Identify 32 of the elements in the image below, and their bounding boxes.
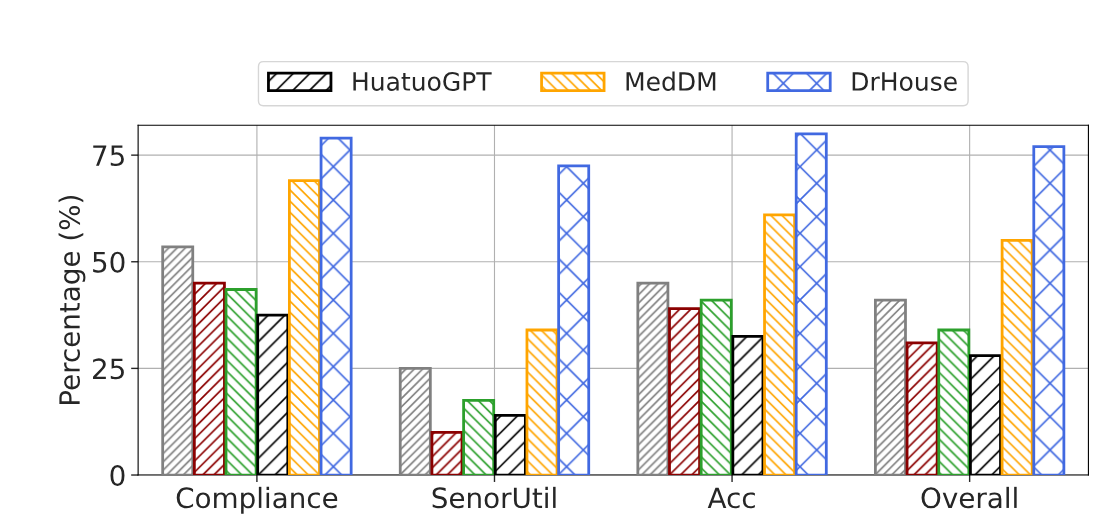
bar: [668, 307, 701, 476]
bar: [319, 136, 353, 476]
bar: [1032, 145, 1066, 476]
bar: [161, 245, 195, 476]
legend-label: DrHouse: [852, 72, 957, 91]
x-tick-label: Overall: [921, 486, 1017, 509]
x-tick-label: Compliance: [176, 486, 338, 514]
bar: [462, 398, 496, 476]
bar: [937, 328, 971, 476]
bar: [557, 164, 591, 476]
bar: [224, 288, 258, 476]
y-tick-label: 0: [110, 464, 125, 486]
bar: [430, 430, 464, 476]
bar: [636, 281, 670, 476]
bar: [192, 281, 226, 476]
bar: [1000, 239, 1034, 476]
y-axis-title: Percentage (%): [58, 195, 86, 404]
y-tick-label: 50: [93, 251, 125, 273]
legend-label: MedDM: [626, 71, 716, 91]
bar: [525, 328, 559, 476]
y-tick-label: 25: [93, 358, 124, 380]
legend-label: HuatuoGPT: [353, 72, 492, 91]
bar: [905, 341, 939, 476]
bar: [398, 367, 432, 476]
y-tick-label: 75: [93, 145, 124, 167]
bar: [287, 179, 321, 476]
x-tick-label: Acc: [707, 487, 755, 509]
x-tick-label: SenorUtil: [432, 486, 556, 509]
bar: [874, 298, 907, 476]
bar: [699, 298, 733, 476]
bar: [763, 213, 797, 476]
bar: [794, 132, 828, 476]
